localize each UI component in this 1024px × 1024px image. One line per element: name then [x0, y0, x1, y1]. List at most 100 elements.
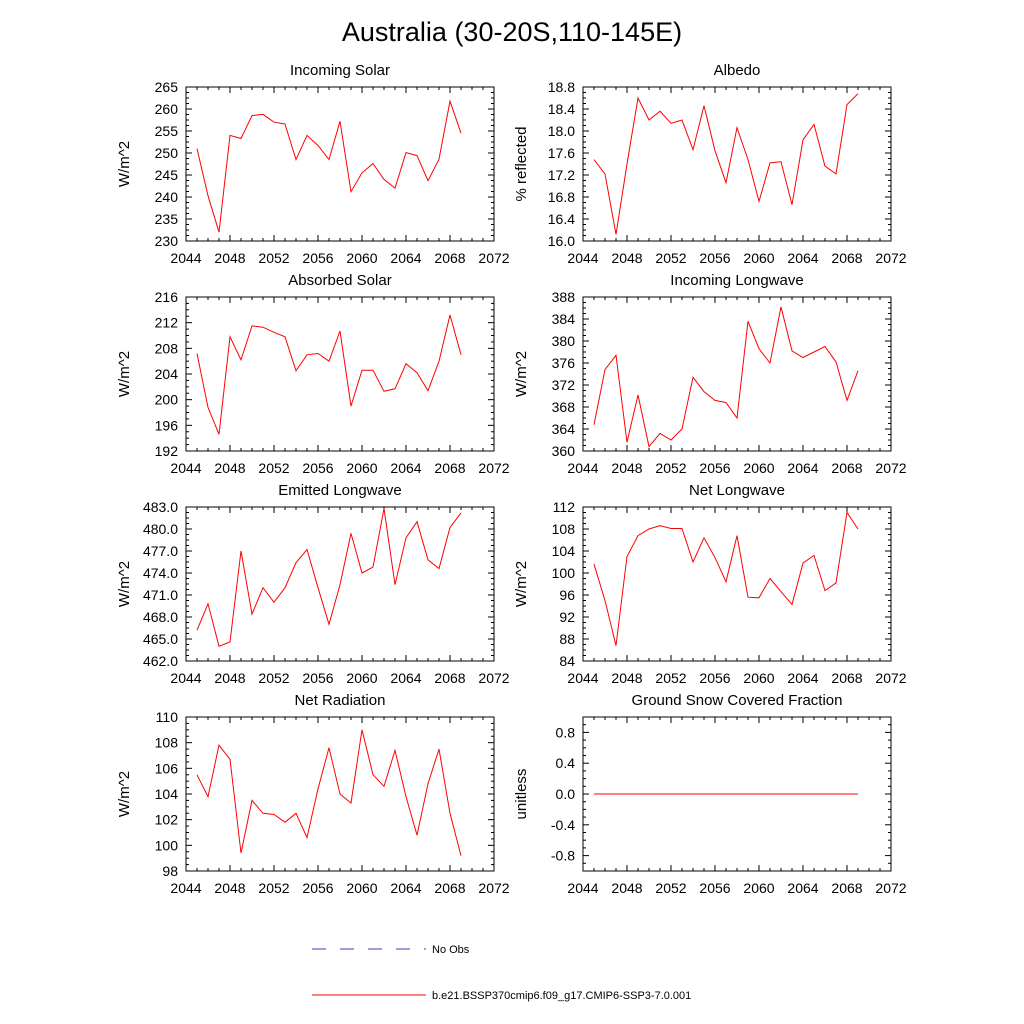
y-tick-label: 102 [155, 812, 179, 828]
x-tick-label: 2064 [787, 460, 818, 476]
y-tick-label: 18.4 [548, 101, 575, 117]
y-tick-label: 16.4 [548, 211, 575, 227]
y-tick-label: 368 [552, 399, 576, 415]
y-tick-label: 106 [155, 760, 179, 776]
y-tick-label: 110 [156, 709, 179, 725]
y-tick-label: 17.2 [548, 167, 575, 183]
figure-title: Australia (30-20S,110-145E) [342, 17, 682, 47]
y-tick-label: 16.8 [548, 189, 575, 205]
panel-albedo: Albedo % reflected 2044 2048 2052 2056 2060 206… [513, 62, 907, 266]
y-tick-label: 100 [155, 837, 179, 853]
series-line [593, 93, 859, 235]
y-tick-label: 0.8 [556, 724, 576, 740]
x-tick-label: 2056 [699, 670, 730, 686]
series-line [196, 314, 462, 435]
y-tick-label: 0.4 [556, 755, 576, 771]
x-tick-label: 2044 [170, 670, 201, 686]
y-tick-label: 384 [552, 311, 576, 327]
x-tick-label: 2048 [214, 670, 245, 686]
panel-incoming-solar: Incoming Solar W/m^2 2044 2048 2052 2056 2060 2… [116, 62, 510, 266]
panel-title: Absorbed Solar [288, 272, 391, 289]
y-tick-label: 364 [552, 421, 576, 437]
x-tick-label: 2048 [214, 250, 245, 266]
x-tick-label: 2072 [478, 670, 509, 686]
plot-frame [582, 506, 892, 662]
y-tick-label: 192 [155, 443, 179, 459]
series-line [196, 508, 462, 647]
panel-emitted-longwave: Emitted Longwave W/m^2 2044 2048 2052 2056 206… [116, 482, 510, 686]
y-axis-label: W/m^2 [116, 561, 133, 607]
x-tick-label: 2068 [434, 460, 465, 476]
y-tick-label: 92 [559, 609, 575, 625]
y-tick-label: -0.8 [551, 848, 575, 864]
y-tick-label: 260 [155, 101, 179, 117]
x-tick-label: 2048 [611, 460, 642, 476]
x-tick-label: 2068 [434, 880, 465, 896]
x-tick-label: 2060 [346, 880, 377, 896]
y-tick-label: 98 [162, 863, 178, 879]
y-tick-label: 216 [155, 289, 179, 305]
x-tick-label: 2072 [478, 250, 509, 266]
panel-title: Incoming Longwave [670, 272, 803, 289]
x-tick-label: 2068 [831, 460, 862, 476]
plot-frame [185, 296, 495, 452]
x-tick-label: 2064 [787, 880, 818, 896]
x-tick-label: 2060 [346, 250, 377, 266]
plot-frame [582, 296, 892, 452]
y-tick-label: 245 [155, 167, 179, 183]
panel-ground-snow-covered-fraction: Ground Snow Covered Fraction unitless 2044… [513, 692, 907, 896]
y-tick-label: 240 [155, 189, 179, 205]
x-tick-label: 2044 [170, 460, 201, 476]
x-tick-label: 2068 [831, 880, 862, 896]
y-tick-label: 468.0 [143, 609, 178, 625]
panel-absorbed-solar: Absorbed Solar W/m^2 2044 2048 2052 2056 2060 2… [116, 272, 510, 476]
x-tick-label: 2060 [743, 460, 774, 476]
y-tick-label: 360 [552, 443, 576, 459]
y-tick-label: 104 [552, 543, 576, 559]
x-tick-label: 2060 [346, 460, 377, 476]
y-tick-label: 230 [155, 233, 179, 249]
x-tick-label: 2060 [743, 880, 774, 896]
y-tick-label: 265 [155, 79, 179, 95]
x-tick-label: 2056 [699, 880, 730, 896]
y-axis-label: unitless [513, 769, 530, 820]
panel-incoming-longwave: Incoming Longwave W/m^2 2044 2048 2052 2056 20… [513, 272, 907, 476]
series-line [593, 511, 859, 646]
x-tick-label: 2052 [655, 250, 686, 266]
x-tick-label: 2060 [743, 250, 774, 266]
panel-title: Ground Snow Covered Fraction [632, 692, 843, 709]
x-tick-label: 2052 [655, 880, 686, 896]
x-tick-label: 2044 [567, 670, 598, 686]
x-tick-label: 2044 [567, 250, 598, 266]
x-tick-label: 2068 [434, 670, 465, 686]
x-tick-label: 2052 [655, 460, 686, 476]
x-tick-label: 2072 [478, 460, 509, 476]
series-line [196, 729, 462, 856]
y-tick-label: 465.0 [143, 631, 178, 647]
y-tick-label: 96 [559, 587, 575, 603]
panel-title: Net Longwave [689, 482, 785, 499]
x-tick-label: 2068 [831, 670, 862, 686]
panel-net-longwave: Net Longwave W/m^2 2044 2048 2052 2056 2060 206… [513, 482, 907, 686]
x-tick-label: 2072 [875, 670, 906, 686]
x-tick-label: 2044 [567, 880, 598, 896]
y-axis-label: % reflected [513, 126, 530, 201]
y-axis-label: W/m^2 [116, 771, 133, 817]
y-tick-label: 376 [552, 355, 576, 371]
y-tick-label: 380 [552, 333, 576, 349]
x-tick-label: 2048 [611, 880, 642, 896]
plot-frame [582, 86, 892, 242]
y-tick-label: 108 [552, 521, 576, 537]
panels: Incoming Solar W/m^2 2044 2048 2052 2056 2060 2… [116, 62, 907, 896]
x-tick-label: 2052 [258, 460, 289, 476]
legend-label-no-obs: No Obs [432, 944, 470, 956]
y-tick-label: 235 [155, 211, 179, 227]
panel-title: Albedo [714, 62, 761, 79]
y-tick-label: 108 [155, 735, 179, 751]
y-tick-label: 477.0 [143, 543, 178, 559]
y-tick-label: 471.0 [143, 587, 178, 603]
x-tick-label: 2068 [831, 250, 862, 266]
x-tick-label: 2072 [875, 880, 906, 896]
x-tick-label: 2056 [699, 250, 730, 266]
